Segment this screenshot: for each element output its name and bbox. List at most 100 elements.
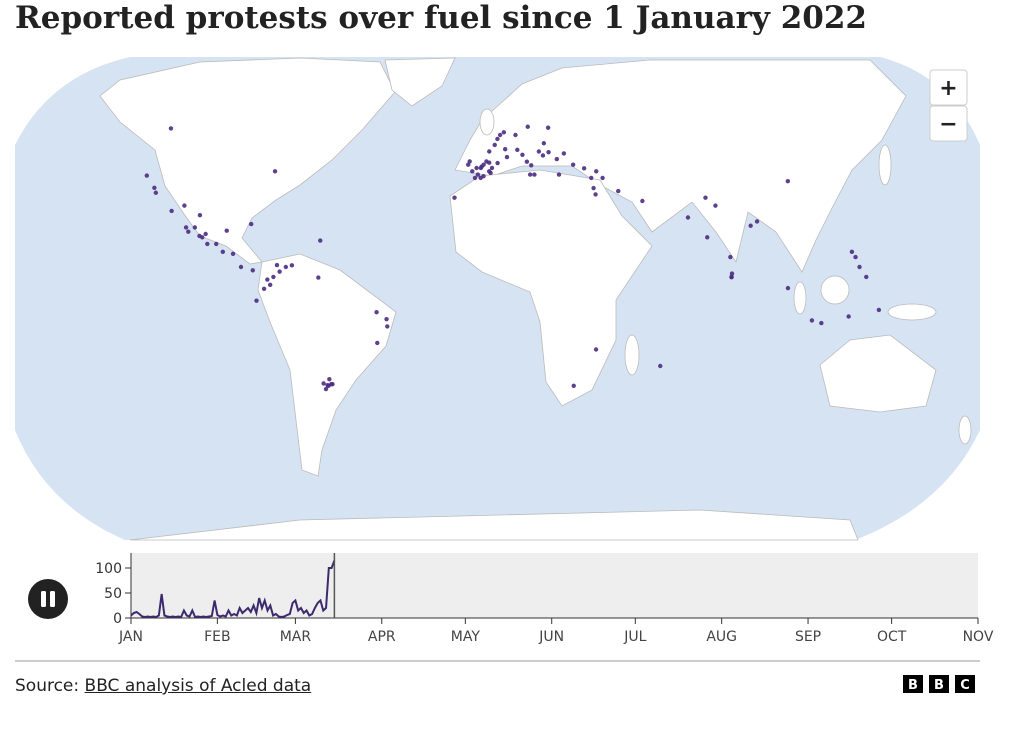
greenland (384, 57, 456, 107)
play-button[interactable] (28, 579, 68, 619)
protest-point (238, 264, 244, 270)
protest-point (466, 162, 471, 167)
protest-point (321, 381, 326, 386)
protest-point (192, 225, 198, 230)
protest-point (489, 165, 495, 171)
x-tick-label: FEB (204, 629, 231, 645)
protest-point (857, 264, 862, 270)
protest-point (249, 221, 254, 227)
protest-point (705, 235, 710, 240)
protest-point (271, 274, 276, 280)
protest-point (495, 136, 500, 142)
protest-point (864, 274, 869, 280)
protest-point (261, 286, 267, 291)
protest-point (849, 249, 855, 255)
britain (479, 108, 495, 136)
protest-point (754, 219, 760, 224)
protest-point (272, 169, 278, 174)
zoom-out-label: − (939, 112, 957, 137)
protest-point (375, 340, 380, 346)
zoom-controls: + − (929, 69, 968, 142)
protest-point (481, 174, 486, 179)
protest-count-line (130, 560, 336, 619)
protest-point (488, 170, 493, 176)
protest-point (186, 229, 191, 234)
sumatra (793, 281, 807, 315)
protest-point (289, 263, 295, 268)
map-title: Reported protests over fuel since 1 Janu… (15, 0, 867, 36)
new-zealand (958, 415, 972, 445)
protest-point (182, 203, 187, 208)
protest-point (876, 307, 882, 313)
source-link[interactable]: BBC analysis of Acled data (84, 676, 312, 696)
protest-point (520, 152, 525, 157)
protest-point (316, 275, 321, 280)
logo-letter: B (908, 678, 918, 693)
protest-point (570, 162, 576, 167)
zoom-in-button[interactable] (929, 69, 968, 106)
protest-point (713, 203, 718, 208)
protest-point (581, 166, 587, 171)
protest-point (472, 175, 478, 181)
logo-block (929, 675, 949, 693)
protest-point (593, 192, 598, 197)
protest-point (515, 147, 520, 153)
protest-point (561, 151, 567, 156)
protest-point (525, 124, 530, 129)
eurasia (454, 59, 907, 273)
south-america (257, 253, 397, 477)
protest-point (504, 154, 510, 160)
protest-point (474, 165, 479, 171)
timeline-chart: 0 50 100 JAN FEB MAR APR MAY JUN JUL AUG SEP OCT NOV (95, 553, 994, 645)
protest-point (728, 254, 733, 260)
protest-points (144, 124, 882, 392)
protest-point (197, 212, 203, 218)
protest-point (230, 251, 236, 256)
world-map (15, 57, 980, 541)
protest-point (501, 130, 507, 135)
protest-point (267, 282, 273, 288)
protest-point (541, 141, 547, 146)
protest-point (475, 172, 481, 177)
protest-point (589, 175, 594, 181)
protest-point (200, 235, 205, 240)
pause-button[interactable] (28, 579, 68, 619)
protest-point (853, 254, 858, 260)
protest-point (703, 195, 708, 200)
bbc-logo: B B C (903, 675, 975, 693)
protest-point (846, 314, 851, 319)
borneo (820, 275, 850, 305)
pause-bar (41, 591, 46, 607)
source: Source: BBC analysis of Acled data (15, 676, 311, 696)
protest-point (327, 377, 332, 382)
protest-point (524, 159, 530, 164)
protest-point (153, 190, 159, 195)
protest-point (532, 172, 537, 177)
protest-point (571, 383, 576, 388)
protest-point (819, 320, 824, 326)
x-tick-label: OCT (877, 629, 907, 645)
logo-block (903, 675, 923, 693)
protest-point (487, 149, 492, 154)
protest-point (203, 231, 208, 237)
protest-point (616, 188, 621, 194)
protest-point (748, 223, 753, 228)
x-tick-label: MAY (451, 629, 481, 645)
protest-point (452, 195, 457, 200)
protest-point (169, 208, 174, 214)
protest-point (546, 149, 551, 155)
protest-point (545, 125, 551, 130)
logo-letter: B (934, 678, 944, 693)
japan (878, 144, 892, 186)
protest-point (384, 316, 389, 322)
x-tick-label: JUN (538, 629, 564, 645)
x-tick-label: APR (368, 629, 396, 645)
protest-point (374, 310, 379, 315)
protest-point (556, 172, 562, 177)
protest-point (658, 363, 663, 369)
protest-point (220, 249, 226, 255)
protest-point (323, 386, 329, 392)
zoom-out-button[interactable] (929, 105, 968, 142)
protest-point (729, 275, 734, 280)
